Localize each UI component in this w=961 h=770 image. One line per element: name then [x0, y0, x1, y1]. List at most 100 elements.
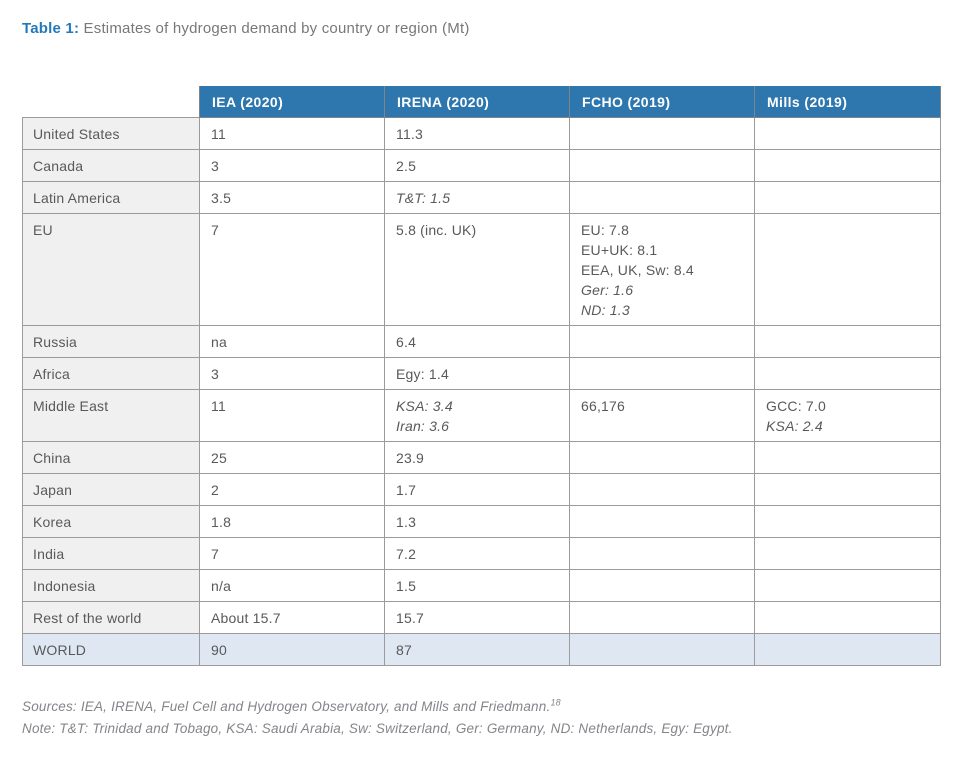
cell-line: n/a: [211, 578, 232, 594]
value-cell-indonesia-fcho-2019: [569, 569, 755, 602]
reference-superscript: 18: [550, 697, 561, 708]
region-cell-united-states: United States: [22, 117, 200, 150]
value-cell-world-irena-2020: 87: [384, 633, 570, 666]
value-cell-united-states-irena-2020: 11.3: [384, 117, 570, 150]
region-cell-india: India: [22, 537, 200, 570]
value-cell-rest-of-the-world-iea-2020: About 15.7: [199, 601, 385, 634]
value-cell-middle-east-fcho-2019: 66,176: [569, 389, 755, 442]
cell-line: 3: [211, 366, 219, 382]
value-cell-africa-fcho-2019: [569, 357, 755, 390]
cell-line: 66,176: [581, 398, 626, 414]
sources-note-text: Sources: IEA, IRENA, Fuel Cell and Hydro…: [22, 699, 551, 714]
cell-line: 2.5: [396, 158, 417, 174]
table-row-korea: Korea 1.8 1.3: [22, 505, 941, 538]
value-cell-rest-of-the-world-mills-2019: [754, 601, 941, 634]
table-header: IEA (2020) IRENA (2020) FCHO (2019) Mills (…: [23, 86, 941, 118]
value-cell-eu-iea-2020: 7: [199, 213, 385, 326]
region-cell-canada: Canada: [22, 149, 200, 182]
cell-line: 3.5: [211, 190, 232, 206]
abbreviations-note: Note: T&T: Trinidad and Tobago, KSA: Sau…: [22, 721, 733, 736]
region-cell-latin-america: Latin America: [22, 181, 200, 214]
value-cell-japan-iea-2020: 2: [199, 473, 385, 506]
value-cell-world-mills-2019: [754, 633, 941, 666]
cell-line: EU+UK: 8.1: [581, 242, 658, 258]
value-cell-eu-mills-2019: [754, 213, 941, 326]
value-cell-indonesia-mills-2019: [754, 569, 941, 602]
value-cell-russia-mills-2019: [754, 325, 941, 358]
table-row-japan: Japan 2 1.7: [22, 473, 941, 506]
value-cell-russia-irena-2020: 6.4: [384, 325, 570, 358]
value-cell-rest-of-the-world-fcho-2019: [569, 601, 755, 634]
region-cell-middle-east: Middle East: [22, 389, 200, 442]
region-cell-korea: Korea: [22, 505, 200, 538]
value-cell-japan-mills-2019: [754, 473, 941, 506]
region-cell-indonesia: Indonesia: [22, 569, 200, 602]
cell-line: 90: [211, 642, 227, 658]
value-cell-india-mills-2019: [754, 537, 941, 570]
value-cell-united-states-fcho-2019: [569, 117, 755, 150]
region-cell-africa: Africa: [22, 357, 200, 390]
cell-line: 2: [211, 482, 219, 498]
cell-line: KSA: 2.4: [766, 418, 823, 434]
table-row-rest-of-the-world: Rest of the world About 15.7 15.7: [22, 601, 941, 634]
cell-line: KSA: 3.4: [396, 398, 453, 414]
value-cell-world-fcho-2019: [569, 633, 755, 666]
cell-line: 5.8 (inc. UK): [396, 222, 477, 238]
table-number-label: Table 1:: [22, 20, 80, 37]
cell-line: 1.5: [396, 578, 417, 594]
value-cell-rest-of-the-world-irena-2020: 15.7: [384, 601, 570, 634]
region-cell-rest-of-the-world: Rest of the world: [22, 601, 200, 634]
table-footnotes: Sources: IEA, IRENA, Fuel Cell and Hydro…: [22, 696, 940, 740]
table-row-china: China 25 23.9: [22, 441, 941, 474]
cell-line: About 15.7: [211, 610, 281, 626]
cell-line: 1.7: [396, 482, 417, 498]
cell-line: EU: 7.8: [581, 222, 630, 238]
value-cell-eu-fcho-2019: EU: 7.8 EU+UK: 8.1 EEA, UK, Sw: 8.4 Ger: 1.…: [569, 213, 755, 326]
column-header-fcho-2019: FCHO (2019): [569, 86, 755, 118]
value-cell-india-irena-2020: 7.2: [384, 537, 570, 570]
hydrogen-demand-table: IEA (2020) IRENA (2020) FCHO (2019) Mills (…: [22, 86, 941, 666]
value-cell-africa-mills-2019: [754, 357, 941, 390]
cell-line: Egy: 1.4: [396, 366, 449, 382]
value-cell-russia-iea-2020: na: [199, 325, 385, 358]
value-cell-canada-mills-2019: [754, 149, 941, 182]
value-cell-united-states-mills-2019: [754, 117, 941, 150]
column-header-iea-2020: IEA (2020): [199, 86, 385, 118]
cell-line: 11.3: [396, 126, 424, 142]
value-cell-japan-fcho-2019: [569, 473, 755, 506]
value-cell-world-iea-2020: 90: [199, 633, 385, 666]
column-header-irena-2020: IRENA (2020): [384, 86, 570, 118]
cell-line: 15.7: [396, 610, 425, 626]
table-row-middle-east: Middle East 11 KSA: 3.4 Iran: 3.6 66,176 GCC:…: [22, 389, 941, 442]
value-cell-india-iea-2020: 7: [199, 537, 385, 570]
document-page: Table 1: Estimates of hydrogen demand by…: [22, 20, 941, 740]
column-header-mills-2019: Mills (2019): [754, 86, 941, 118]
value-cell-canada-irena-2020: 2.5: [384, 149, 570, 182]
cell-line: GCC: 7.0: [766, 398, 826, 414]
value-cell-india-fcho-2019: [569, 537, 755, 570]
table-body: United States 11 11.3 Canada 3 2.5 Latin Ameri…: [22, 117, 941, 666]
table-row-russia: Russia na 6.4: [22, 325, 941, 358]
cell-line: EEA, UK, Sw: 8.4: [581, 262, 694, 278]
value-cell-china-irena-2020: 23.9: [384, 441, 570, 474]
cell-line: T&T: 1.5: [396, 190, 451, 206]
value-cell-china-iea-2020: 25: [199, 441, 385, 474]
value-cell-canada-fcho-2019: [569, 149, 755, 182]
table-row-indonesia: Indonesia n/a 1.5: [22, 569, 941, 602]
value-cell-russia-fcho-2019: [569, 325, 755, 358]
cell-line: 25: [211, 450, 227, 466]
cell-line: 7.2: [396, 546, 417, 562]
region-cell-russia: Russia: [22, 325, 200, 358]
value-cell-korea-fcho-2019: [569, 505, 755, 538]
table-row-india: India 7 7.2: [22, 537, 941, 570]
cell-line: ND: 1.3: [581, 302, 630, 318]
table-row-africa: Africa 3 Egy: 1.4: [22, 357, 941, 390]
value-cell-japan-irena-2020: 1.7: [384, 473, 570, 506]
table-title-text: Estimates of hydrogen demand by country …: [79, 20, 470, 37]
value-cell-indonesia-iea-2020: n/a: [199, 569, 385, 602]
cell-line: 1.3: [396, 514, 417, 530]
value-cell-africa-iea-2020: 3: [199, 357, 385, 390]
header-blank-cell: [23, 86, 200, 118]
cell-line: 3: [211, 158, 219, 174]
sources-note: Sources: IEA, IRENA, Fuel Cell and Hydro…: [22, 696, 940, 718]
